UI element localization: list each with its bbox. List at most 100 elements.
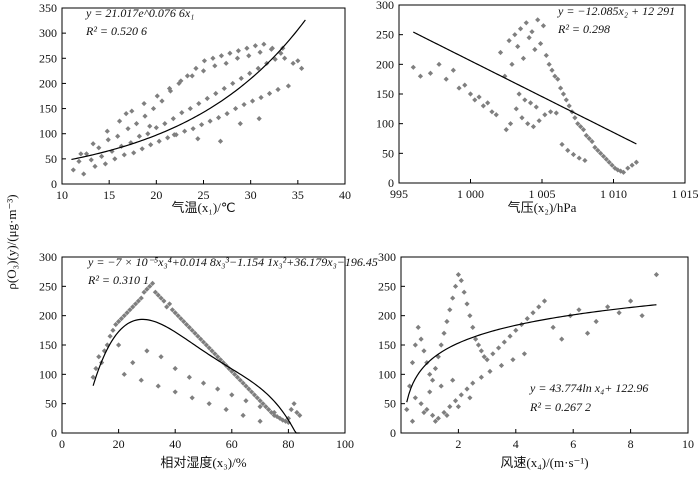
x-tick-label: 10: [56, 188, 68, 202]
data-point: [178, 316, 184, 322]
data-point: [227, 50, 233, 56]
data-point: [282, 55, 288, 61]
data-point: [144, 348, 150, 354]
x-tick-label: 1 000: [457, 187, 484, 201]
data-point: [78, 151, 84, 157]
data-point: [206, 345, 212, 351]
data-point: [427, 371, 433, 377]
data-point: [176, 80, 182, 87]
data-point: [537, 40, 544, 47]
data-point: [407, 383, 413, 389]
y-tick-label: 50: [45, 397, 57, 411]
data-point: [136, 133, 142, 139]
data-point: [559, 336, 565, 342]
data-point: [410, 64, 416, 70]
data-point: [625, 165, 631, 171]
data-point: [542, 112, 548, 118]
data-point: [155, 383, 161, 389]
data-point: [493, 112, 499, 118]
data-point: [135, 298, 142, 304]
data-point: [429, 377, 436, 383]
data-point: [452, 283, 459, 289]
data-point: [90, 374, 96, 380]
y-tick-label: 200: [39, 309, 57, 323]
data-point: [441, 330, 447, 336]
data-point: [478, 348, 484, 354]
data-point: [447, 307, 453, 313]
data-point: [193, 65, 199, 71]
y-tick-label: 50: [45, 152, 57, 166]
regression-equation: y = 43.774ln x₄+ 122.96: [529, 381, 648, 395]
y-tick-label: 200: [376, 57, 394, 71]
data-point: [515, 43, 521, 50]
data-point: [123, 111, 129, 117]
y-tick-label: 300: [39, 26, 57, 40]
x-tick-label: 8: [628, 437, 634, 451]
data-point: [285, 83, 291, 89]
data-point: [513, 327, 519, 333]
data-point: [155, 292, 161, 298]
data-point: [139, 146, 145, 152]
data-point: [540, 23, 547, 29]
data-point: [147, 283, 153, 289]
data-point: [171, 132, 177, 138]
data-point: [427, 70, 434, 76]
data-point: [274, 413, 280, 420]
data-point: [629, 162, 635, 168]
data-point: [584, 330, 591, 336]
data-point: [175, 313, 181, 319]
x-tick-label: 60: [226, 437, 238, 451]
data-point: [583, 132, 589, 139]
data-point: [600, 153, 607, 159]
data-point: [606, 159, 612, 165]
data-point: [212, 63, 218, 69]
plot-frame: [398, 4, 686, 184]
data-point: [586, 135, 592, 142]
data-point: [455, 404, 461, 410]
data-point: [249, 98, 256, 104]
data-point: [88, 157, 94, 163]
x-tick-label: 6: [570, 437, 576, 451]
data-point: [234, 55, 241, 61]
data-point: [161, 298, 167, 304]
data-point: [467, 395, 473, 401]
data-point: [251, 392, 258, 398]
y-tick-label: 150: [376, 87, 394, 101]
data-point: [209, 348, 215, 354]
data-point: [229, 392, 235, 398]
data-point: [179, 109, 185, 116]
data-point: [593, 318, 599, 325]
data-point: [478, 374, 484, 380]
y-tick-label: 250: [378, 279, 396, 293]
data-point: [495, 345, 502, 351]
data-point: [565, 147, 571, 153]
data-point: [552, 73, 558, 79]
data-point: [210, 55, 216, 61]
x-tick-label: 100: [336, 437, 354, 451]
data-point: [509, 61, 515, 67]
data-point: [527, 100, 534, 106]
data-point: [226, 365, 232, 372]
y-tick-label: 300: [376, 0, 394, 12]
data-point: [481, 354, 487, 360]
data-point: [576, 307, 582, 313]
data-point: [452, 398, 459, 404]
data-point: [187, 105, 193, 112]
data-point: [487, 368, 493, 374]
data-point: [247, 70, 253, 76]
data-point: [526, 35, 532, 41]
data-point: [257, 49, 263, 55]
x-tick-label: 35: [292, 188, 304, 202]
data-point: [96, 354, 102, 360]
data-point: [116, 342, 122, 348]
data-point: [241, 101, 247, 108]
data-point: [529, 29, 535, 35]
data-point: [148, 142, 154, 148]
data-point: [141, 289, 147, 295]
data-point: [503, 127, 509, 133]
data-point: [467, 91, 474, 97]
data-point: [522, 97, 528, 103]
data-point: [271, 409, 277, 416]
data-point: [498, 362, 505, 369]
x-tick-label: 40: [339, 188, 351, 202]
